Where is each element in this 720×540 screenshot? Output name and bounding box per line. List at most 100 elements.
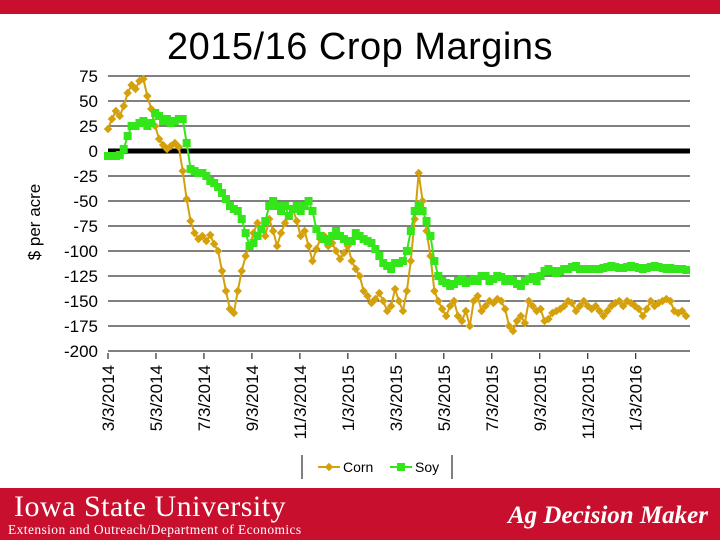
- data-series: [103, 74, 691, 336]
- corn-point: [504, 321, 514, 331]
- corn-point: [229, 308, 239, 318]
- corn-point: [312, 244, 321, 254]
- corn-point: [398, 306, 408, 316]
- soy-point: [214, 183, 223, 191]
- corn-point: [575, 301, 585, 311]
- soy-point: [414, 202, 423, 210]
- soy-point: [410, 207, 419, 215]
- corn-point: [414, 168, 423, 178]
- corn-point: [438, 304, 447, 314]
- y-tick-label: 25: [79, 117, 98, 136]
- soy-point: [284, 212, 293, 220]
- corn-line: [107, 77, 687, 333]
- soy-point: [402, 247, 411, 255]
- corn-point: [386, 301, 396, 311]
- corn-point: [221, 286, 231, 296]
- x-tick-label: 11/3/2015: [579, 365, 598, 439]
- corn-point: [646, 296, 655, 306]
- soy-point: [178, 115, 187, 123]
- soy-point: [139, 117, 148, 125]
- soy-point: [182, 139, 191, 147]
- corn-point: [103, 124, 113, 134]
- corn-point: [233, 286, 243, 296]
- gridlines: [108, 75, 690, 352]
- corn-point: [174, 142, 184, 152]
- corn-point: [500, 304, 510, 314]
- soy-point: [218, 189, 227, 197]
- corn-point: [107, 114, 117, 124]
- corn-point: [371, 294, 380, 304]
- soy-point: [375, 252, 384, 260]
- soy-point: [536, 272, 545, 280]
- y-tick-label: -150: [64, 292, 98, 311]
- y-tick-label: -75: [73, 217, 98, 236]
- corn-point: [449, 296, 459, 306]
- corn-point: [292, 216, 301, 226]
- ag-decision-maker-logo: Ag Decision Maker: [508, 502, 708, 529]
- soy-point: [273, 202, 282, 210]
- university-wordmark: Iowa State University: [14, 490, 287, 523]
- corn-point: [143, 91, 152, 101]
- y-tick-label: -25: [73, 167, 98, 186]
- corn-point: [182, 194, 191, 204]
- soy-point: [115, 151, 124, 159]
- corn-point: [300, 226, 309, 236]
- soy-point: [119, 145, 128, 153]
- y-tick-label: 75: [79, 67, 98, 86]
- corn-point: [571, 306, 581, 316]
- crop-margins-chart: 75 50 25 0 -25 -50 -75 -100 -125 -150 -175 -200 3/3…: [25, 67, 691, 479]
- soy-point: [682, 266, 691, 274]
- soy-point: [434, 272, 443, 280]
- corn-point: [304, 241, 313, 251]
- soy-point: [249, 239, 258, 247]
- soy-point: [308, 207, 317, 215]
- corn-point: [681, 311, 691, 321]
- corn-point: [599, 311, 608, 321]
- soy-point: [265, 202, 274, 210]
- x-tick-label: 1/3/2016: [627, 365, 646, 431]
- corn-point: [280, 218, 290, 228]
- corn-point: [139, 74, 148, 84]
- corn-point: [642, 304, 651, 314]
- corn-point: [481, 301, 490, 311]
- corn-point: [202, 236, 211, 246]
- corn-point: [465, 321, 475, 331]
- corn-point: [512, 316, 522, 326]
- soy-point: [147, 119, 156, 127]
- x-tick-label: 3/3/2014: [99, 365, 118, 431]
- corn-point: [469, 296, 478, 306]
- corn-point: [119, 101, 128, 111]
- corn-point: [335, 254, 345, 264]
- x-tick-label: 5/3/2014: [147, 365, 166, 431]
- soy-point: [202, 172, 211, 180]
- corn-point: [241, 251, 250, 261]
- corn-point: [237, 266, 246, 276]
- soy-point: [237, 215, 246, 223]
- corn-point: [634, 304, 644, 314]
- corn-point: [430, 286, 439, 296]
- soy-point: [277, 207, 286, 215]
- legend-marker-soy: [397, 463, 405, 471]
- soy-point: [332, 227, 341, 235]
- corn-point: [375, 288, 384, 298]
- corn-point: [453, 311, 463, 321]
- corn-point: [355, 271, 364, 281]
- corn-point: [591, 301, 600, 311]
- department-line: Extension and Outreach/Department of Eco…: [8, 522, 302, 537]
- corn-point: [213, 246, 223, 256]
- soy-point: [296, 207, 305, 215]
- soy-point: [387, 265, 396, 273]
- corn-point: [154, 134, 164, 144]
- corn-point: [528, 301, 537, 311]
- soy-point: [155, 112, 164, 120]
- soy-point: [398, 257, 407, 265]
- y-tick-label: -50: [73, 192, 98, 211]
- soy-point: [430, 257, 439, 265]
- corn-point: [638, 311, 648, 321]
- corn-point: [206, 230, 215, 240]
- soy-point: [473, 277, 482, 285]
- corn-point: [347, 256, 357, 266]
- legend: Corn Soy: [301, 455, 453, 479]
- soy-point: [426, 232, 435, 240]
- soy-point: [328, 232, 337, 240]
